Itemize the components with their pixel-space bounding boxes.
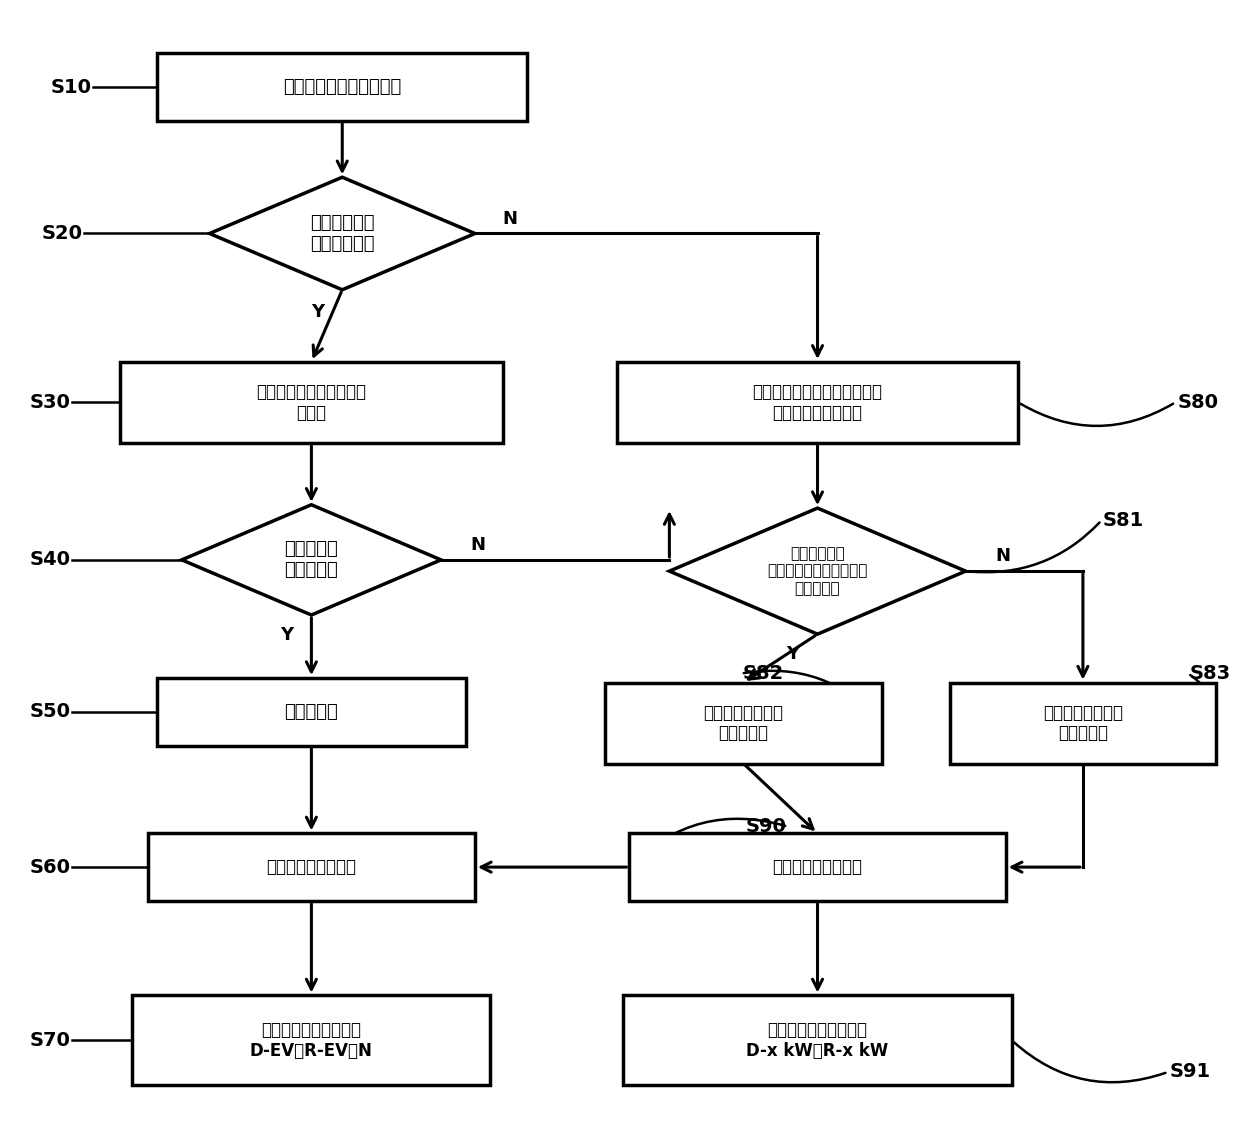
Text: Y: Y — [311, 303, 324, 321]
Text: 以驾驶员请求的功
率驱动车辆: 以驾驶员请求的功 率驱动车辆 — [703, 703, 784, 742]
Text: 显示纯电动标识信息：
D-EV、R-EV、N: 显示纯电动标识信息： D-EV、R-EV、N — [250, 1021, 373, 1060]
Text: S50: S50 — [30, 702, 71, 722]
FancyBboxPatch shape — [950, 682, 1215, 763]
FancyBboxPatch shape — [618, 362, 1018, 443]
FancyBboxPatch shape — [148, 834, 475, 901]
Text: 控制车辆切换至纯电动驱
动模式: 控制车辆切换至纯电动驱 动模式 — [257, 383, 366, 422]
Text: N: N — [996, 547, 1011, 566]
Text: 采集车辆周围的环境信息: 采集车辆周围的环境信息 — [283, 78, 402, 96]
Text: S82: S82 — [743, 664, 784, 683]
Text: S60: S60 — [30, 857, 71, 877]
Text: 检测车辆的档位信息: 检测车辆的档位信息 — [773, 858, 863, 877]
Text: N: N — [502, 210, 517, 227]
Text: N: N — [470, 536, 486, 554]
Text: 显示增程器标识信息：
D-x kW、R-x kW: 显示增程器标识信息： D-x kW、R-x kW — [746, 1021, 889, 1060]
Text: S80: S80 — [1177, 392, 1218, 412]
Polygon shape — [670, 508, 966, 634]
Text: S20: S20 — [41, 224, 83, 243]
Text: S10: S10 — [50, 78, 92, 96]
Text: 根据车辆当前的状态信息计算
车辆适合的驱动功率: 根据车辆当前的状态信息计算 车辆适合的驱动功率 — [753, 383, 883, 422]
Text: S90: S90 — [745, 817, 786, 836]
Text: S91: S91 — [1169, 1062, 1211, 1081]
Text: S81: S81 — [1104, 511, 1145, 530]
FancyBboxPatch shape — [157, 679, 466, 745]
Polygon shape — [210, 178, 475, 290]
FancyBboxPatch shape — [133, 995, 490, 1086]
Text: Y: Y — [280, 627, 294, 645]
Text: 关闭增程器: 关闭增程器 — [284, 702, 339, 720]
FancyBboxPatch shape — [629, 834, 1006, 901]
Text: S70: S70 — [30, 1031, 71, 1050]
Text: 增程器是否
存在误启动: 增程器是否 存在误启动 — [284, 541, 339, 579]
Text: 是否进入要求
零排放的区域: 是否进入要求 零排放的区域 — [310, 214, 374, 253]
FancyBboxPatch shape — [622, 995, 1012, 1086]
FancyBboxPatch shape — [157, 53, 527, 121]
FancyBboxPatch shape — [120, 362, 502, 443]
Text: S30: S30 — [30, 392, 71, 412]
Text: 检测车辆的档位信息: 检测车辆的档位信息 — [267, 858, 356, 877]
Text: S83: S83 — [1189, 664, 1230, 683]
Text: 以计算出的驱动功
率驱动车辆: 以计算出的驱动功 率驱动车辆 — [1043, 703, 1123, 742]
Text: 判断计算出的
驱动功率是否满足驾驶员
请求的功率: 判断计算出的 驱动功率是否满足驾驶员 请求的功率 — [768, 546, 868, 596]
FancyBboxPatch shape — [605, 682, 883, 763]
Text: S40: S40 — [30, 551, 71, 569]
Polygon shape — [182, 504, 441, 615]
Text: Y: Y — [786, 646, 800, 664]
